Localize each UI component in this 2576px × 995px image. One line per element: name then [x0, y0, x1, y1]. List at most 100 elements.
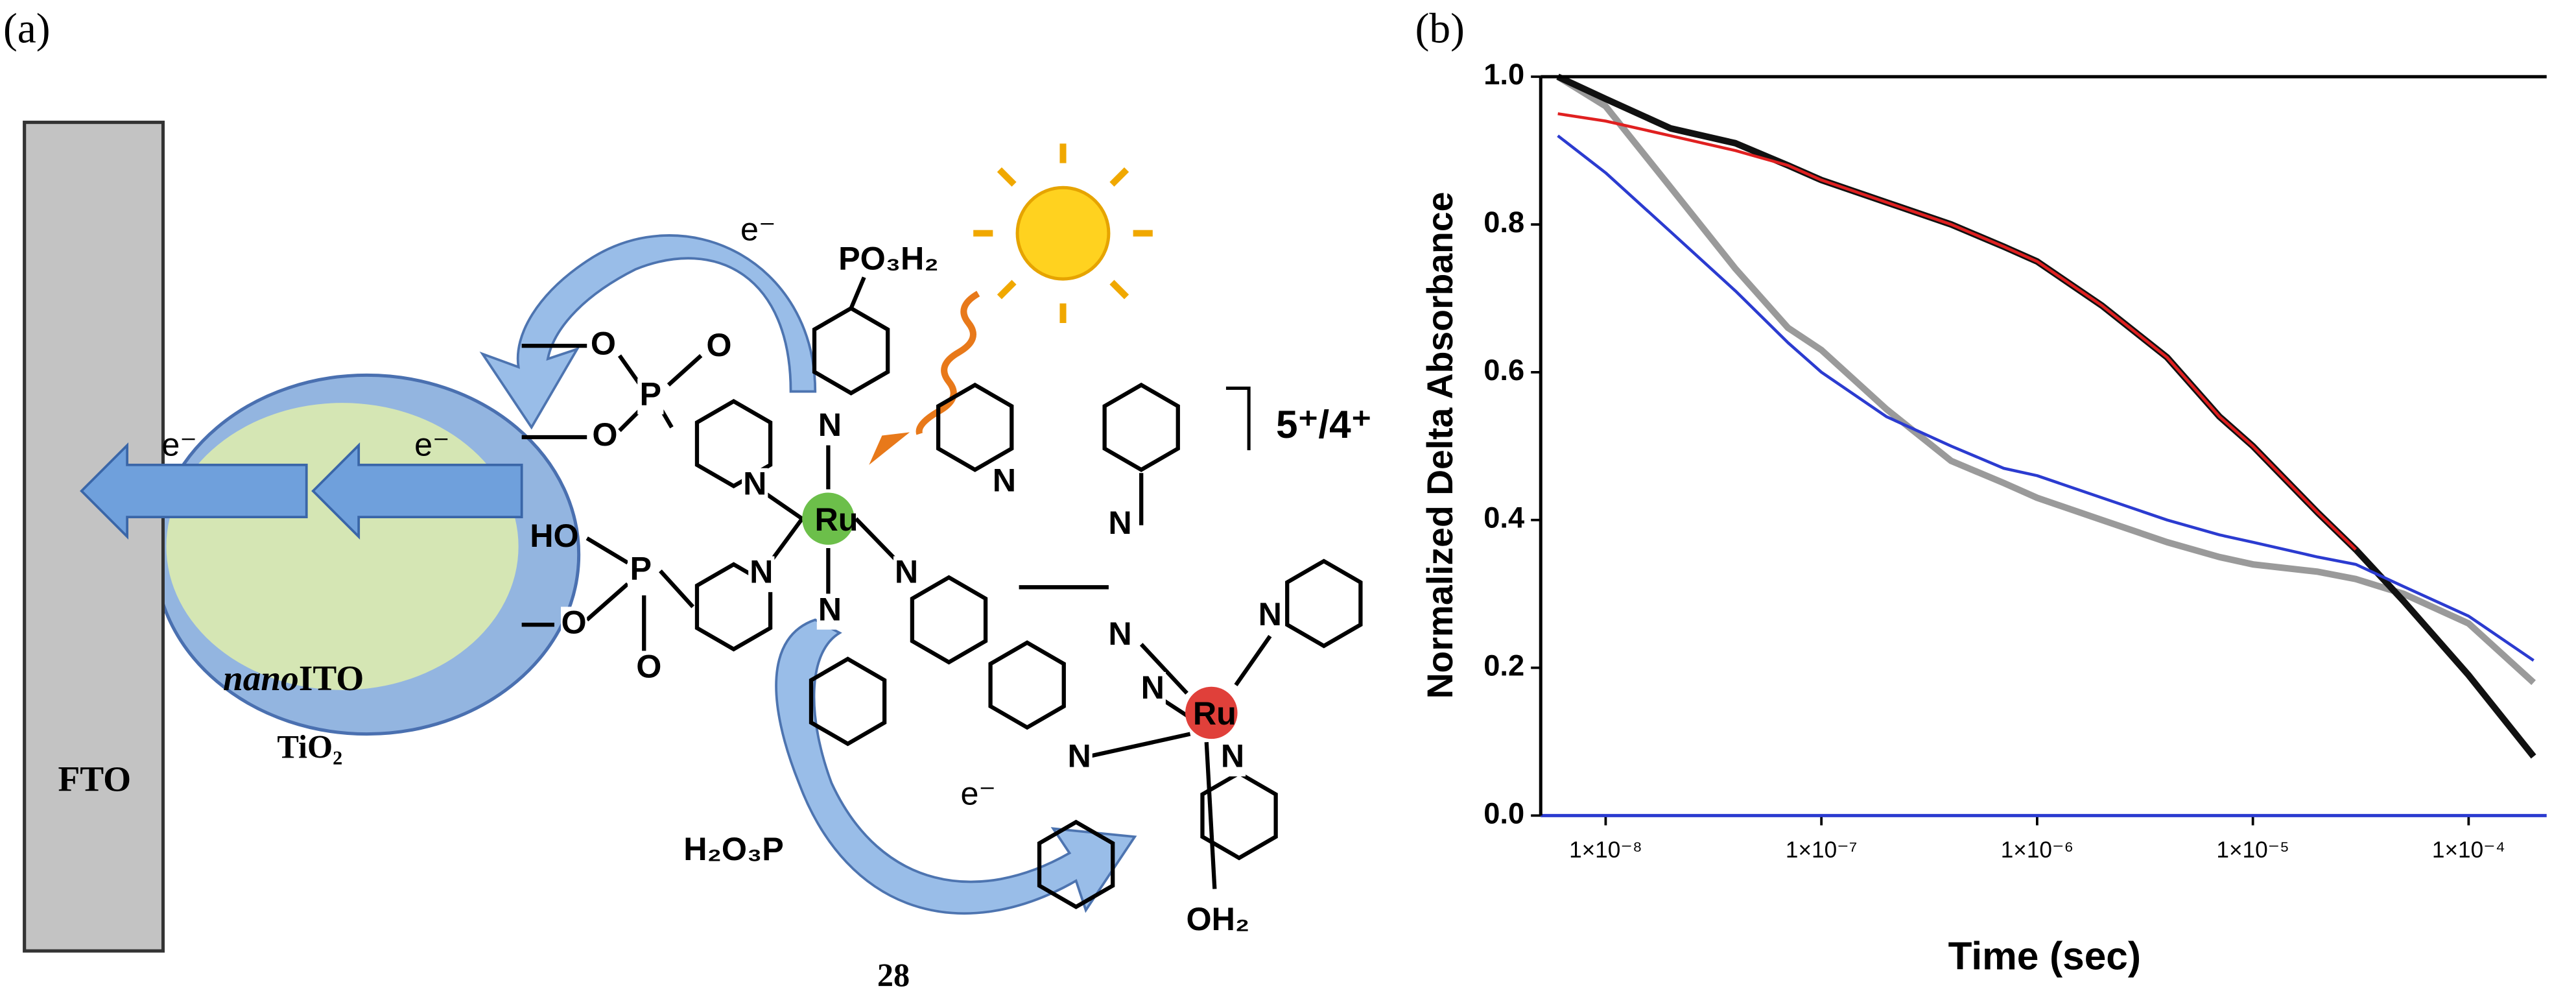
x-tick-label: 1×10⁻⁷ — [1786, 837, 1858, 863]
electron-label: e⁻ — [740, 210, 776, 247]
ring — [1102, 382, 1180, 472]
y-tick-label: 0.4 — [1483, 501, 1524, 534]
atom-backdrop — [1219, 740, 1246, 776]
y-tick-label: 0.6 — [1483, 354, 1524, 387]
atom-backdrop — [816, 409, 844, 446]
x-tick-label: 1×10⁻⁵ — [2216, 837, 2289, 863]
atom-label: N — [1141, 669, 1164, 706]
bond — [667, 354, 703, 387]
atom-label: N — [818, 590, 842, 627]
electron-label: e⁻ — [414, 426, 450, 462]
panel-label: (a) — [3, 5, 51, 52]
core-name: ITO — [299, 658, 364, 698]
atom-label: O — [592, 416, 617, 453]
atom-backdrop — [748, 556, 775, 592]
bond — [1204, 742, 1217, 889]
bond — [585, 582, 630, 621]
atom-label: N — [1067, 737, 1091, 774]
core-prefix: nano — [223, 658, 299, 698]
panel-b: (b) Time (sec) Normalized Delta Absorban… — [1415, 5, 2547, 978]
metal-label: Ru — [814, 501, 858, 538]
bond — [1078, 732, 1191, 761]
atom-backdrop — [742, 468, 768, 505]
x-axis-title: Time (sec) — [1948, 934, 2141, 978]
electron-label: e⁻ — [161, 426, 197, 462]
atom-label: O — [706, 326, 731, 363]
ru-center — [802, 492, 855, 545]
atom-backdrop — [1107, 507, 1133, 544]
atom-backdrop — [637, 378, 664, 414]
atom-backdrop — [591, 419, 619, 455]
ring — [809, 656, 887, 747]
atom-label: N — [1108, 615, 1131, 652]
group-label: OH₂ — [1186, 900, 1249, 937]
atom-label: O — [561, 603, 587, 640]
ring — [988, 640, 1066, 730]
ring — [936, 382, 1014, 472]
series-line — [1557, 112, 2357, 551]
atom-label: N — [1108, 504, 1131, 541]
particle-core-label: nanoITO — [223, 658, 364, 698]
atom-label: O — [591, 324, 616, 361]
x-tick-label: 1×10⁻⁶ — [2001, 837, 2074, 863]
bond — [585, 536, 629, 565]
substrate-label: FTO — [58, 760, 131, 799]
electron-label: e⁻ — [960, 774, 996, 811]
atom-label: N — [1258, 595, 1282, 632]
atom-backdrop — [1139, 672, 1166, 708]
series-line — [1556, 73, 2536, 686]
ring — [1200, 771, 1278, 861]
charge-bracket — [1225, 387, 1251, 451]
atom-label: O — [636, 647, 661, 684]
bond — [659, 569, 695, 608]
metal-label: Ru — [1193, 695, 1236, 732]
atom-backdrop — [635, 651, 662, 687]
atom-label: N — [895, 553, 918, 590]
group-label: PO₃H₂ — [838, 240, 939, 277]
light-wave — [916, 291, 980, 435]
ru-center — [1185, 686, 1238, 739]
atom-label: N — [1221, 737, 1244, 774]
bond — [849, 276, 866, 309]
atom-backdrop — [893, 556, 920, 592]
ring — [1037, 819, 1115, 909]
x-tick-label: 1×10⁻⁴ — [2432, 837, 2505, 863]
plot-area — [1541, 77, 2547, 816]
charge-label: 5⁺/4⁺ — [1276, 402, 1372, 446]
sun — [973, 143, 1153, 323]
electron-curve-arrow — [775, 618, 1137, 915]
y-tick-label: 1.0 — [1483, 58, 1524, 91]
compound-number: 28 — [877, 957, 910, 993]
particle-shell-label: TiO₂ — [277, 728, 342, 765]
bond — [617, 354, 641, 385]
x-tick-label: 1×10⁻⁸ — [1569, 837, 1642, 863]
group-label: HO — [530, 517, 578, 554]
group-label: H₂O₃P — [683, 830, 784, 867]
light-arrowhead — [869, 432, 910, 465]
atom-label: P — [640, 375, 662, 412]
atom-backdrop — [1257, 598, 1283, 635]
atom-backdrop — [705, 330, 733, 366]
ring — [812, 306, 890, 396]
bond — [618, 409, 641, 433]
sun-disk — [1015, 186, 1111, 281]
atom-label: P — [630, 549, 652, 586]
atom-label: N — [750, 553, 773, 590]
atom-backdrop — [590, 328, 617, 364]
bond — [1234, 634, 1272, 686]
atom-backdrop — [561, 606, 587, 643]
atom-backdrop — [1107, 618, 1133, 654]
atom-backdrop — [1066, 740, 1093, 776]
fto-electrode — [23, 121, 165, 953]
atom-label: N — [743, 465, 766, 502]
electron-curve-arrow — [479, 234, 817, 430]
y-axis-title: Normalized Delta Absorbance — [1420, 192, 1460, 699]
ito-core — [166, 403, 519, 690]
ring — [694, 399, 773, 489]
atom-backdrop — [991, 464, 1018, 501]
y-tick-label: 0.0 — [1483, 797, 1524, 830]
